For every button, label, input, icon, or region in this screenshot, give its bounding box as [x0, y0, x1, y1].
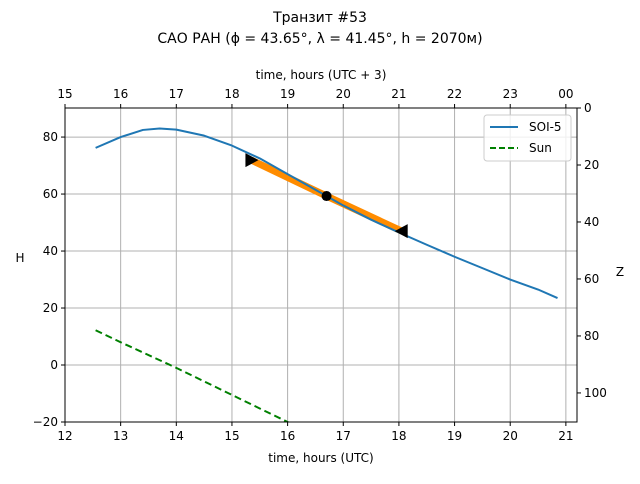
x-tick-label: 20 [503, 429, 518, 443]
y-axis-label: H [15, 251, 24, 265]
x-top-tick-label: 21 [391, 87, 406, 101]
z-tick-label: 100 [584, 386, 607, 400]
x-top-axis-label: time, hours (UTC + 3) [256, 68, 387, 82]
x-tick-label: 18 [391, 429, 406, 443]
plot-frame [64, 107, 578, 423]
x-top-tick-label: 00 [558, 87, 573, 101]
z-tick-label: 40 [584, 215, 599, 229]
z-tick-label: 20 [584, 158, 599, 172]
x-tick-label: 12 [57, 429, 72, 443]
x-top-tick-label: 22 [447, 87, 462, 101]
x-tick-label: 19 [447, 429, 462, 443]
x-top-tick-label: 17 [169, 87, 184, 101]
y-tick-label: 40 [43, 244, 58, 258]
chart-subtitle: САО РАН (ϕ = 43.65°, λ = 41.45°, h = 207… [157, 31, 482, 47]
x-tick-label: 14 [169, 429, 184, 443]
z-axis-label: Z [616, 265, 624, 279]
z-tick-label: 80 [584, 329, 599, 343]
series-line-soi-5 [95, 127, 558, 299]
x-top-tick-label: 20 [336, 87, 351, 101]
x-axis-label: time, hours (UTC) [268, 451, 373, 465]
x-top-tick-label: 15 [57, 87, 72, 101]
x-top-tick-label: 18 [224, 87, 239, 101]
y-tick-label: 20 [43, 301, 58, 315]
x-top-tick-label: 23 [503, 87, 518, 101]
transit-end-marker [394, 224, 408, 239]
y-tick-label: 0 [50, 358, 58, 372]
x-tick-label: 13 [113, 429, 128, 443]
legend-label-soi5: SOI-5 [529, 120, 562, 134]
series-line-sun [95, 329, 290, 422]
x-top-tick-label: 19 [280, 87, 295, 101]
z-tick-label: 60 [584, 272, 599, 286]
z-tick-label: 0 [584, 101, 592, 115]
ticks: 12 13 14 15 16 17 18 19 20 21 −20 0 20 40 60 80 15 16 17 18… [33, 87, 607, 443]
transit-mid-marker [321, 191, 332, 202]
legend-label-sun: Sun [529, 141, 552, 155]
x-tick-label: 21 [558, 429, 573, 443]
x-tick-label: 15 [224, 429, 239, 443]
legend: SOI-5 Sun [483, 114, 572, 162]
y-tick-label: 80 [43, 130, 58, 144]
x-tick-label: 17 [336, 429, 351, 443]
x-tick-label: 16 [280, 429, 295, 443]
plot-marks [95, 127, 558, 422]
x-top-tick-label: 16 [113, 87, 128, 101]
y-tick-label: −20 [33, 415, 58, 429]
y-tick-label: 60 [43, 187, 58, 201]
transit-start-marker [245, 153, 259, 168]
chart-title: Транзит #53 [272, 10, 367, 26]
